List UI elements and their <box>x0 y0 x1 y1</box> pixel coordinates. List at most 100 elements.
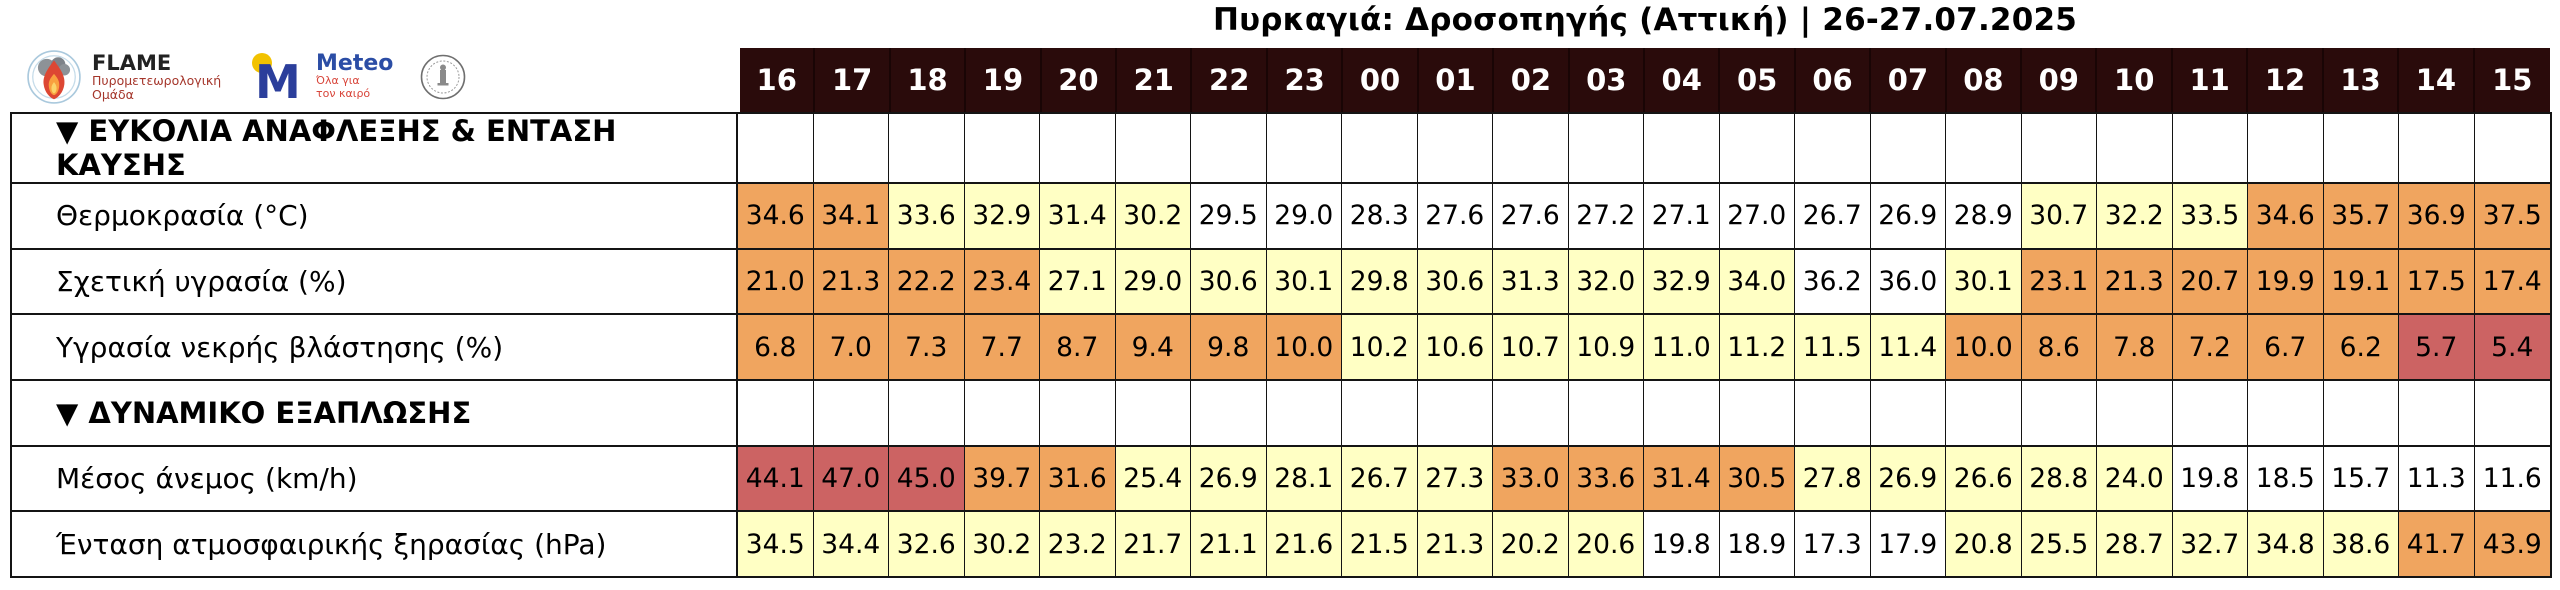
row-label: Μέσος άνεμος (km/h) <box>12 446 738 511</box>
value-cell: 30.6 <box>1191 249 1267 314</box>
value-cell: 6.8 <box>738 315 814 379</box>
flame-logo-text: FLAME Πυρομετεωρολογική Ομάδα <box>92 52 222 102</box>
value-cell: 10.6 <box>1417 315 1493 379</box>
value-cell: 21.0 <box>738 249 814 314</box>
hour-cell: 15 <box>2492 63 2533 97</box>
value-cell: 28.7 <box>2097 512 2173 576</box>
value-cell: 19.8 <box>2172 446 2248 511</box>
value-cell: 32.7 <box>2172 512 2248 576</box>
value-cell: 29.0 <box>1266 184 1342 248</box>
value-cell: 25.5 <box>2021 512 2097 576</box>
section-empty-cell <box>738 380 814 445</box>
section-empty-cell <box>1946 114 2022 182</box>
value-cell: 21.1 <box>1191 512 1267 576</box>
value-cell: 34.1 <box>813 184 889 248</box>
value-cell: 26.9 <box>1870 184 1946 248</box>
section-empty-cell <box>1115 114 1191 182</box>
hour-cell: 16 <box>740 48 816 112</box>
value-cell: 47.0 <box>813 446 889 511</box>
flame-icon <box>27 50 81 104</box>
value-cell: 33.6 <box>889 184 965 248</box>
value-cell: 15.7 <box>2323 446 2399 511</box>
section-empty-cell <box>1040 114 1116 182</box>
value-cell: 30.1 <box>1266 249 1342 314</box>
section-header-label: ▼ ΕΥΚΟΛΙΑ ΑΝΑΦΛΕΞΗΣ & ΕΝΤΑΣΗ ΚΑΥΣΗΣ <box>12 114 738 182</box>
section-header-row: ▼ ΔΥΝΑΜΙΚΟ ΕΞΑΠΛΩΣΗΣ <box>12 378 2550 445</box>
hour-cell: 20 <box>1042 48 1118 112</box>
value-cell: 19.1 <box>2323 249 2399 314</box>
value-cell: 27.2 <box>1568 184 1644 248</box>
section-empty-cell <box>964 380 1040 445</box>
section-empty-cell <box>2097 380 2173 445</box>
value-cell: 31.3 <box>1493 249 1569 314</box>
value-cell: 21.5 <box>1342 512 1418 576</box>
value-cell: 34.8 <box>2248 512 2324 576</box>
value-cell: 7.8 <box>2097 315 2173 379</box>
section-empty-cell <box>1493 114 1569 182</box>
value-cell: 7.0 <box>813 315 889 379</box>
data-row: Σχετική υγρασία (%) 21.0 21.3 22.2 23.4 27.1 2… <box>12 247 2550 314</box>
value-cell: 30.2 <box>1115 184 1191 248</box>
data-row: Θερμοκρασία (°C) 34.6 34.1 33.6 32.9 31.4 30.2… <box>12 182 2550 248</box>
value-cell: 6.7 <box>2248 315 2324 379</box>
value-cell: 28.1 <box>1266 446 1342 511</box>
value-cell: 28.3 <box>1342 184 1418 248</box>
value-cell: 30.7 <box>2021 184 2097 248</box>
section-empty-cell <box>1719 380 1795 445</box>
value-cell: 17.4 <box>2474 249 2550 314</box>
value-cell: 36.9 <box>2399 184 2475 248</box>
value-cell: 32.0 <box>1568 249 1644 314</box>
value-cell: 11.0 <box>1644 315 1720 379</box>
value-cell: 23.4 <box>964 249 1040 314</box>
value-cell: 27.0 <box>1719 184 1795 248</box>
row-label: Υγρασία νεκρής βλάστησης (%) <box>12 315 738 379</box>
section-empty-cell <box>2021 380 2097 445</box>
meteo-wordmark: Meteo <box>316 51 394 77</box>
value-cell: 32.2 <box>2097 184 2173 248</box>
value-cell: 8.6 <box>2021 315 2097 379</box>
value-cell: 21.6 <box>1266 512 1342 576</box>
data-row: Ένταση ατμοσφαιρικής ξηρασίας (hPa) 34.5 3… <box>12 510 2550 576</box>
value-cell: 21.3 <box>2097 249 2173 314</box>
value-cell: 26.7 <box>1342 446 1418 511</box>
row-label: Θερμοκρασία (°C) <box>12 184 738 248</box>
hour-cell: 23 <box>1268 48 1344 112</box>
value-cell: 17.9 <box>1870 512 1946 576</box>
value-cell: 19.9 <box>2248 249 2324 314</box>
page-title: Πυρκαγιά: Δροσοπηγής (Αττική) | 26-27.07… <box>1212 2 2078 38</box>
value-cell: 37.5 <box>2474 184 2550 248</box>
data-row: Υγρασία νεκρής βλάστησης (%) 6.8 7.0 7.3 7.7… <box>12 313 2550 379</box>
value-cell: 38.6 <box>2323 512 2399 576</box>
value-cell: 30.6 <box>1417 249 1493 314</box>
value-cell: 11.5 <box>1795 315 1871 379</box>
meteo-subtitle: Όλα για τον καιρό <box>316 74 371 100</box>
section-empty-cell <box>2474 114 2550 182</box>
section-empty-cell <box>1644 114 1720 182</box>
section-empty-cell <box>1870 114 1946 182</box>
value-cell: 30.5 <box>1719 446 1795 511</box>
svg-text:M: M <box>255 55 301 104</box>
section-empty-cell <box>1191 380 1267 445</box>
value-cell: 11.2 <box>1719 315 1795 379</box>
hour-cell: 21 <box>1117 48 1193 112</box>
value-cell: 7.3 <box>889 315 965 379</box>
value-cell: 10.0 <box>1266 315 1342 379</box>
value-cell: 20.2 <box>1493 512 1569 576</box>
value-cell: 26.9 <box>1191 446 1267 511</box>
hour-cell: 09 <box>2022 48 2098 112</box>
value-cell: 26.6 <box>1946 446 2022 511</box>
value-cell: 30.2 <box>964 512 1040 576</box>
section-empty-cell <box>1568 114 1644 182</box>
section-empty-cell <box>1795 114 1871 182</box>
value-cell: 31.4 <box>1644 446 1720 511</box>
value-cell: 9.4 <box>1115 315 1191 379</box>
section-empty-cell <box>1266 380 1342 445</box>
value-cell: 10.9 <box>1568 315 1644 379</box>
hour-cell: 03 <box>1570 48 1645 112</box>
flame-wordmark: FLAME <box>92 50 172 75</box>
value-cell: 10.7 <box>1493 315 1569 379</box>
value-cell: 28.9 <box>1946 184 2022 248</box>
hour-cell: 22 <box>1192 48 1268 112</box>
section-header-row: ▼ ΕΥΚΟΛΙΑ ΑΝΑΦΛΕΞΗΣ & ΕΝΤΑΣΗ ΚΑΥΣΗΣ <box>12 114 2550 182</box>
value-cell: 29.8 <box>1342 249 1418 314</box>
